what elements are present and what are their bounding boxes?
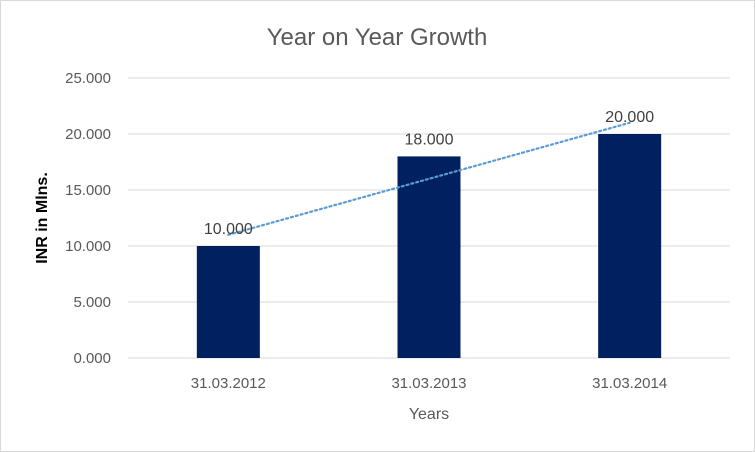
x-tick-label: 31.03.2013 (391, 375, 466, 392)
x-tick-labels: 31.03.2012 31.03.2013 31.03.2014 (191, 375, 667, 392)
bar (196, 246, 260, 358)
trendline (227, 121, 631, 236)
trendline-layer (227, 121, 631, 236)
bar (397, 156, 461, 358)
data-label: 20.000 (605, 109, 654, 126)
bars (196, 134, 662, 358)
x-axis-label: Years (409, 406, 449, 423)
x-tick-label: 31.03.2012 (191, 375, 266, 392)
y-tick-label: 5.000 (73, 294, 111, 311)
y-tick-label: 15.000 (65, 182, 111, 199)
y-tick-label: 10.000 (65, 238, 111, 255)
chart-title: Year on Year Growth (267, 24, 488, 51)
x-tick-label: 31.03.2014 (592, 375, 667, 392)
data-labels: 10.000 18.000 20.000 (204, 109, 654, 238)
y-tick-label: 0.000 (73, 350, 111, 367)
y-tick-label: 20.000 (65, 126, 111, 143)
y-axis-label: INR in Mlns. (34, 172, 51, 264)
data-label: 18.000 (405, 131, 454, 148)
data-label: 10.000 (204, 221, 253, 238)
bar (598, 134, 662, 358)
y-tick-labels: 0.000 5.000 10.000 15.000 20.000 25.000 (65, 70, 111, 367)
y-tick-label: 25.000 (65, 70, 111, 87)
